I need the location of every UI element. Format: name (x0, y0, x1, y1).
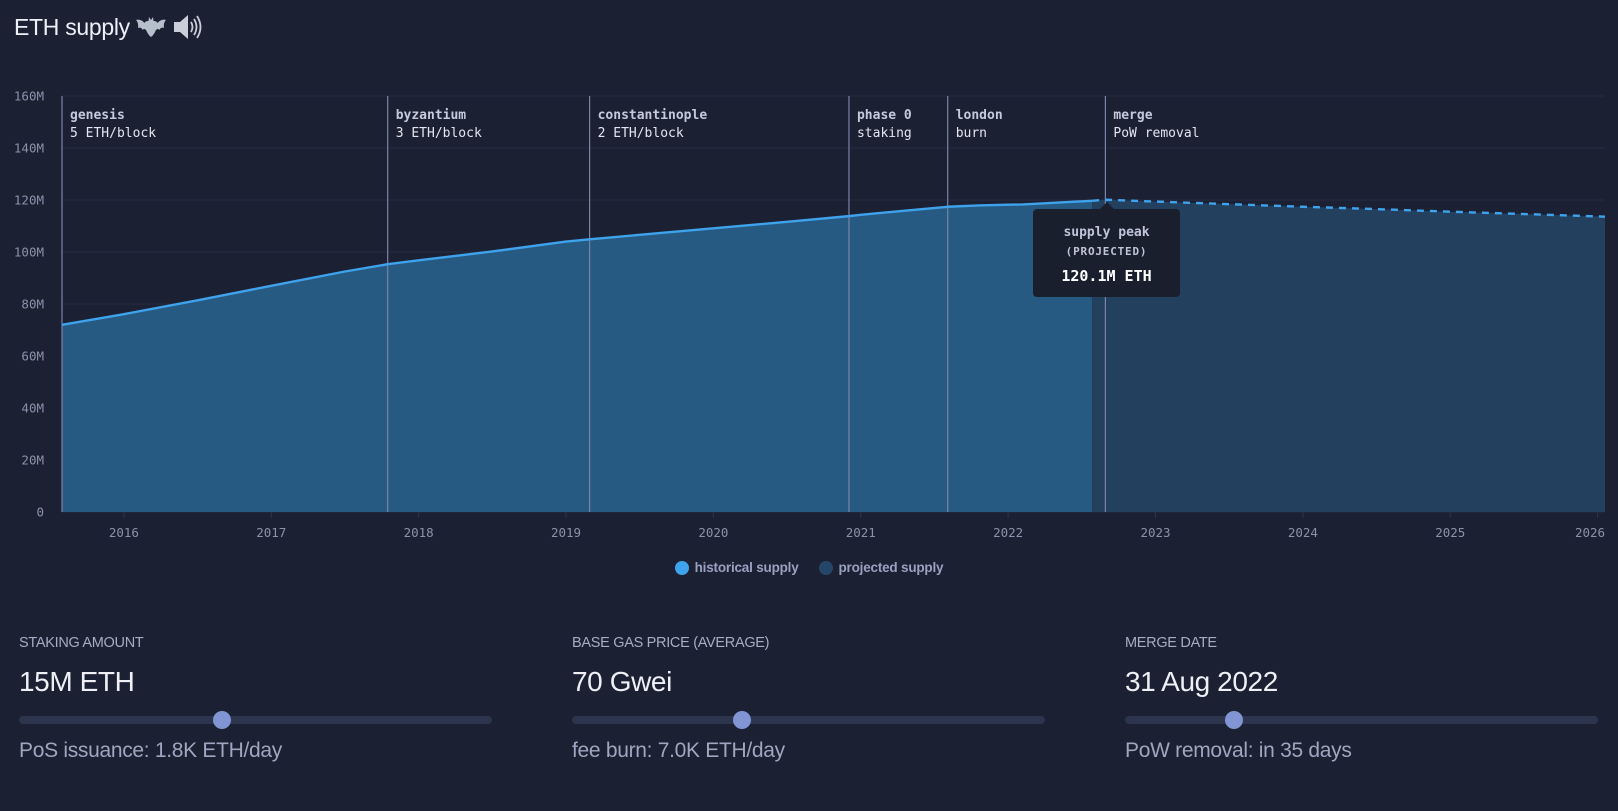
bat-icon[interactable] (135, 16, 166, 38)
header: ETH supply (14, 9, 203, 45)
event-subtitle-phase-0: staking (857, 126, 912, 141)
x-tick-label: 2018 (404, 525, 434, 540)
staking-amount-label: STAKING AMOUNT (19, 635, 144, 651)
event-subtitle-merge: PoW removal (1113, 126, 1199, 141)
tooltip-value: 120.1M ETH (1061, 267, 1152, 285)
y-tick-label: 160M (14, 89, 44, 104)
event-subtitle-byzantium: 3 ETH/block (396, 126, 482, 141)
supply-chart: genesis 5 ETH/block byzantium 3 ETH/block co… (14, 89, 1606, 541)
y-tick-label: 100M (14, 245, 44, 260)
legend-dot-historical (674, 560, 689, 575)
merge-date-slider-thumb[interactable] (1224, 711, 1243, 729)
fee-burn-text: fee burn: 7.0K ETH/day (572, 739, 785, 762)
legend-label-projected: projected supply (838, 560, 944, 575)
base-gas-price-slider-thumb[interactable] (733, 711, 752, 729)
event-name-phase-0: phase 0 (857, 108, 912, 123)
base-gas-price-label: BASE GAS PRICE (AVERAGE) (572, 635, 770, 651)
legend-label-historical: historical supply (694, 560, 799, 575)
y-tick-label: 60M (21, 349, 44, 364)
areas (62, 199, 1605, 513)
x-tick-label: 2020 (698, 525, 728, 540)
projected-supply-area (1092, 199, 1605, 513)
y-tick-label: 140M (14, 141, 44, 156)
staking-amount-value: 15M ETH (19, 666, 135, 697)
pos-issuance-text: PoS issuance: 1.8K ETH/day (19, 739, 283, 762)
legend-dot-projected (818, 560, 833, 575)
tooltip-title: supply peak (1063, 225, 1150, 240)
y-tick-label: 0 (36, 505, 44, 520)
merge-date-control: MERGE DATE 31 Aug 2022 PoW removal: in 3… (1125, 634, 1598, 774)
speaker-icon[interactable] (172, 13, 203, 41)
staking-amount-slider-thumb[interactable] (213, 711, 232, 729)
pow-removal-text: PoW removal: in 35 days (1125, 739, 1352, 762)
page-title: ETH supply (14, 14, 130, 40)
base-gas-price-control: BASE GAS PRICE (AVERAGE) 70 Gwei fee bur… (572, 634, 1045, 774)
y-tick-label: 120M (14, 193, 44, 208)
event-markers: genesis 5 ETH/block byzantium 3 ETH/block co… (61, 96, 1199, 512)
legend-item-projected[interactable]: projected supply (818, 560, 944, 575)
y-tick-label: 80M (21, 297, 44, 312)
staking-amount-slider[interactable] (19, 711, 492, 729)
event-subtitle-constantinople: 2 ETH/block (598, 126, 684, 141)
supply-peak-tooltip: supply peak (PROJECTED) 120.1M ETH (1033, 202, 1180, 297)
series-lines (61, 198, 1606, 326)
x-tick-label: 2023 (1140, 525, 1170, 540)
event-name-genesis: genesis (70, 108, 125, 123)
merge-date-slider[interactable] (1125, 711, 1598, 729)
y-tick-label: 40M (21, 401, 44, 416)
merge-date-label: MERGE DATE (1125, 635, 1217, 651)
x-tick-label: 2016 (109, 525, 139, 540)
event-subtitle-genesis: 5 ETH/block (70, 126, 156, 141)
x-tick-label: 2026 (1575, 525, 1605, 540)
legend-item-historical[interactable]: historical supply (674, 560, 799, 575)
historical-supply-line (61, 199, 1093, 326)
axes: 0 20M 40M 60M 80M 100M 120M 140M 160M 2016 2017 201… (14, 89, 1605, 541)
base-gas-price-value: 70 Gwei (572, 666, 672, 697)
x-tick-label: 2021 (846, 525, 876, 540)
staking-amount-control: STAKING AMOUNT 15M ETH PoS issuance: 1.8… (19, 634, 492, 774)
merge-date-value: 31 Aug 2022 (1125, 666, 1278, 697)
event-name-london: london (956, 108, 1003, 123)
x-tick-label: 2025 (1435, 525, 1465, 540)
base-gas-price-slider[interactable] (572, 711, 1045, 729)
event-subtitle-london: burn (956, 126, 987, 141)
tooltip-subtitle: (PROJECTED) (1065, 245, 1148, 258)
y-tick-label: 20M (21, 453, 44, 468)
x-tick-label: 2024 (1288, 525, 1318, 540)
event-name-byzantium: byzantium (396, 108, 467, 123)
historical-supply-area (62, 200, 1093, 512)
x-tick-label: 2017 (256, 525, 286, 540)
projected-supply-line (1092, 198, 1606, 218)
event-name-merge: merge (1113, 108, 1152, 123)
event-name-constantinople: constantinople (598, 108, 708, 123)
x-tick-label: 2022 (993, 525, 1023, 540)
chart-legend: historical supply projected supply (0, 560, 1618, 575)
x-tick-label: 2019 (551, 525, 581, 540)
